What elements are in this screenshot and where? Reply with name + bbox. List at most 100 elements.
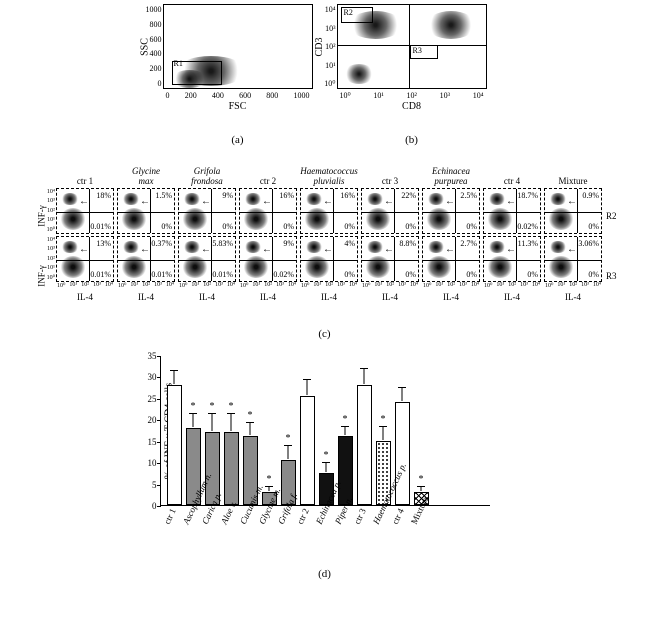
panel-c-pct-top: 16%: [340, 191, 355, 200]
panel-d-ytick: 0: [143, 501, 157, 511]
panel-a-ylabel: SSC: [139, 38, 150, 56]
panel-c-smallplot: ←1.5%0%: [117, 188, 175, 234]
panel-c-pct-bot: 0%: [344, 270, 355, 279]
panel-c-pct-top: 8.8%: [399, 239, 416, 248]
panel-c-pct-top: 3.06%: [578, 239, 599, 248]
panel-d-bar-label: Mixture: [408, 508, 423, 526]
panel-d-ytick: 35: [143, 351, 157, 361]
panel-d-wrap: % of INF-γ T CD4 cells 05101520253035***…: [160, 356, 490, 580]
panel-c-pct-bot: 0%: [588, 270, 599, 279]
panel-c-pct-top: 9%: [222, 191, 233, 200]
panel-c-pct-bot: 0%: [405, 270, 416, 279]
panel-c-smallplot: ←3.06%0%10⁰10¹10²10³10⁴: [544, 236, 602, 282]
panel-b: 10⁰10¹10²10³10⁴ CD3 R2 R3 10⁰10¹10²10³10…: [337, 4, 487, 146]
panel-c-col-title: Haematococcus pluvialis: [300, 164, 357, 186]
panel-c-smallplot: ←13%0.01%10⁰10¹10²10³10⁴10⁰10¹10²10³10⁴: [56, 236, 114, 282]
panel-d-bar-label: Ascophyllum n.: [180, 508, 195, 526]
panel-c-r3-tag: R3: [606, 271, 617, 281]
panel-a-xlabel: FSC: [163, 101, 313, 112]
panel-d-bar: [357, 385, 372, 505]
panel-c-pct-top: 13%: [96, 239, 111, 248]
panel-b-xticks: 10⁰10¹10²10³10⁴: [338, 91, 486, 100]
panel-c-col-title: ctr 2: [260, 164, 276, 186]
panel-b-letter: (b): [337, 134, 487, 146]
panel-d-bar-label: Glycine m.: [256, 508, 271, 526]
panel-a-letter: (a): [163, 134, 313, 146]
panel-d-bar-label: Haematococcus p.: [370, 508, 385, 526]
panel-c-smallplot: ←18.7%0.02%: [483, 188, 541, 234]
panel-c-pct-bot: 0%: [161, 222, 172, 231]
panel-c-pct-top: 1.5%: [155, 191, 172, 200]
panel-c-xlabel: IL-4: [565, 292, 581, 302]
panel-c-pct-bot: 0%: [527, 270, 538, 279]
panel-b-r3-label: R3: [413, 46, 422, 55]
panel-c-col: Glycine max←1.5%0%←0.37%0.01%10⁰10¹10²10…: [117, 164, 175, 306]
panel-c-pct-bot: 0.02%: [273, 270, 294, 279]
panel-c-col-title: ctr 1: [77, 164, 93, 186]
panel-c-smallplot: ←2.5%0%: [422, 188, 480, 234]
panel-a: 02004006008001000 SSC R1 020040060080010…: [163, 4, 313, 146]
panel-c-smallplot: ←18%0.01%10⁰10¹10²10³10⁴: [56, 188, 114, 234]
panel-d-bar-label: Carica p.: [199, 508, 214, 526]
panel-d-bar-label: Piper n.: [332, 508, 347, 526]
panel-c-col-title: ctr 4: [504, 164, 520, 186]
panel-b-cloud-tr: [426, 11, 476, 39]
panel-c-smallplot: ←9%0.02%10⁰10¹10²10³10⁴: [239, 236, 297, 282]
panel-c-pct-top: 18%: [96, 191, 111, 200]
panel-c-smallplot: ←16%0%: [300, 188, 358, 234]
panel-c-pct-top: 4%: [344, 239, 355, 248]
panel-c-smallplot: ←16%0%: [239, 188, 297, 234]
panel-c-grid: INF-γ INF-γ ctr 1←18%0.01%10⁰10¹10²10³10…: [0, 164, 649, 306]
panel-c-col: ctr 3←22%0%←8.8%0%10⁰10¹10²10³10⁴IL-4: [361, 164, 419, 306]
panel-c-col-title: Mixture: [558, 164, 587, 186]
panel-d-xlabels: ctr 1Ascophyllum n.Carica p.Aloe v.Cucum…: [160, 508, 490, 518]
panel-d-ytick: 10: [143, 458, 157, 468]
panel-c-pct-bot: 0%: [344, 222, 355, 231]
panel-c-pct-bot: 0%: [466, 222, 477, 231]
panel-d-bar-label: Grifola f.: [275, 508, 290, 526]
panel-d: % of INF-γ T CD4 cells 05101520253035***…: [0, 356, 649, 580]
panel-d-ytick: 25: [143, 394, 157, 404]
panel-c-col: ctr 2←16%0%←9%0.02%10⁰10¹10²10³10⁴IL-4: [239, 164, 297, 306]
panel-c-xlabel: IL-4: [443, 292, 459, 302]
panel-c-pct-bot: 0%: [283, 222, 294, 231]
panel-c-pct-bot: 0%: [222, 222, 233, 231]
panel-c-pct-top: 0.37%: [151, 239, 172, 248]
panel-c-col-title: Grifola frondosa: [191, 164, 223, 186]
panel-a-plot: 02004006008001000 SSC R1 020040060080010…: [163, 4, 313, 89]
panel-d-bar-label: ctr 2: [294, 508, 309, 526]
panel-c-col-title: Glycine max: [132, 164, 160, 186]
panel-c-smallplot: ←9%0%: [178, 188, 236, 234]
panel-c-pct-bot: 0%: [405, 222, 416, 231]
panel-c-pct-bot: 0%: [466, 270, 477, 279]
panel-c-pct-top: 5.83%: [212, 239, 233, 248]
panel-c-pct-bot: 0%: [588, 222, 599, 231]
panel-d-bar-label: ctr 3: [351, 508, 366, 526]
panel-c-pct-bot: 0.01%: [90, 222, 111, 231]
panel-c-smallplot: ←0.9%0%: [544, 188, 602, 234]
panel-d-ytick: 5: [143, 480, 157, 490]
panel-c-col: Grifola frondosa←9%0%←5.83%0.01%10⁰10¹10…: [178, 164, 236, 306]
panel-c-pct-bot: 0.01%: [90, 270, 111, 279]
panel-c-smallplot: ←0.37%0.01%10⁰10¹10²10³10⁴: [117, 236, 175, 282]
panel-a-xticks: 02004006008001000: [164, 91, 312, 100]
panel-b-r2-label: R2: [344, 8, 353, 17]
top-row: 02004006008001000 SSC R1 020040060080010…: [0, 4, 649, 146]
panel-d-ytick: 15: [143, 437, 157, 447]
panel-c-gate-tags: R2 R3: [606, 186, 617, 306]
panel-c-col: Haematococcus pluvialis←16%0%←4%0%10⁰10¹…: [300, 164, 358, 306]
panel-c-smallplot: ←22%0%: [361, 188, 419, 234]
panel-d-bar-label: Aloe v.: [218, 508, 233, 526]
panel-d-bar-label: ctr 4: [389, 508, 404, 526]
panel-c-col: Echinacea purpurea←2.5%0%←2.7%0%10⁰10¹10…: [422, 164, 480, 306]
panel-c-pct-top: 2.5%: [460, 191, 477, 200]
panel-c-xlabel: IL-4: [77, 292, 93, 302]
panel-c-smallplot: ←11.3%0%10⁰10¹10²10³10⁴: [483, 236, 541, 282]
panel-d-ytick: 30: [143, 372, 157, 382]
panel-d-bar-label: ctr 1: [161, 508, 176, 526]
panel-c-pct-top: 16%: [279, 191, 294, 200]
panel-b-plot: 10⁰10¹10²10³10⁴ CD3 R2 R3 10⁰10¹10²10³10…: [337, 4, 487, 89]
panel-c-smallplot: ←8.8%0%10⁰10¹10²10³10⁴: [361, 236, 419, 282]
panel-c-col-title: Echinacea purpurea: [432, 164, 470, 186]
panel-b-cloud-bl: [344, 64, 374, 84]
